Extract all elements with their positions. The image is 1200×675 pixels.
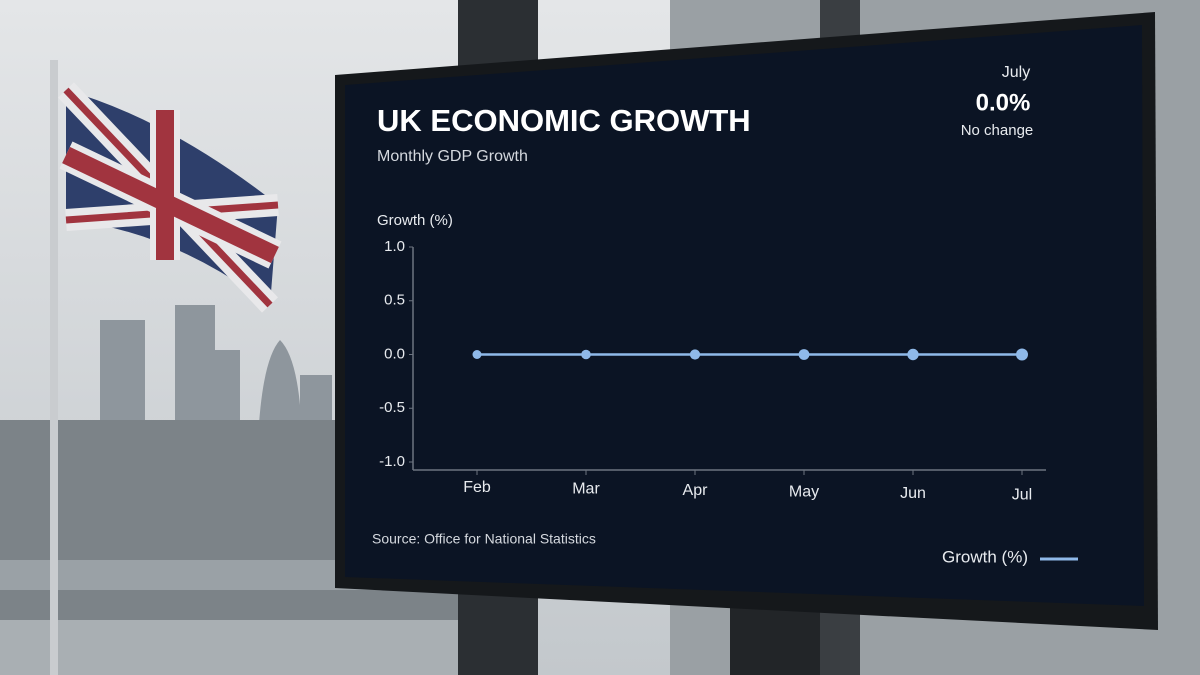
y-tick-label: 1.0	[384, 238, 405, 255]
x-tick-label: Jul	[1012, 487, 1032, 504]
legend-label: Growth (%)	[942, 547, 1028, 566]
flag	[58, 82, 282, 313]
river	[0, 620, 460, 675]
y-tick-label: -1.0	[379, 453, 405, 470]
chart-subtitle: Monthly GDP Growth	[377, 148, 528, 165]
y-tick-label: -0.5	[379, 399, 405, 416]
data-point	[798, 349, 810, 360]
headline-value: 0.0%	[976, 89, 1031, 116]
x-tick-label: Jun	[900, 485, 926, 502]
x-tick-label: May	[789, 484, 819, 501]
chart-title: UK ECONOMIC GROWTH	[377, 103, 751, 138]
data-point	[907, 348, 919, 361]
headline-note: No change	[961, 122, 1034, 139]
flagpole	[50, 60, 58, 675]
source: Source: Office for National Statistics	[372, 531, 596, 547]
data-point	[581, 349, 591, 360]
data-point	[689, 349, 701, 360]
x-tick-label: Mar	[572, 481, 600, 498]
headline-month: July	[1002, 64, 1030, 81]
monitor-stand	[730, 600, 820, 675]
skyline	[100, 305, 332, 440]
y-tick-label: 0.0	[384, 345, 405, 362]
data-point	[472, 350, 482, 359]
y-axis-label: Growth (%)	[377, 212, 453, 229]
screen	[345, 25, 1144, 606]
data-point	[1016, 348, 1028, 361]
y-tick-label: 0.5	[384, 292, 405, 309]
x-tick-label: Feb	[463, 479, 491, 496]
x-tick-label: Apr	[683, 482, 709, 499]
